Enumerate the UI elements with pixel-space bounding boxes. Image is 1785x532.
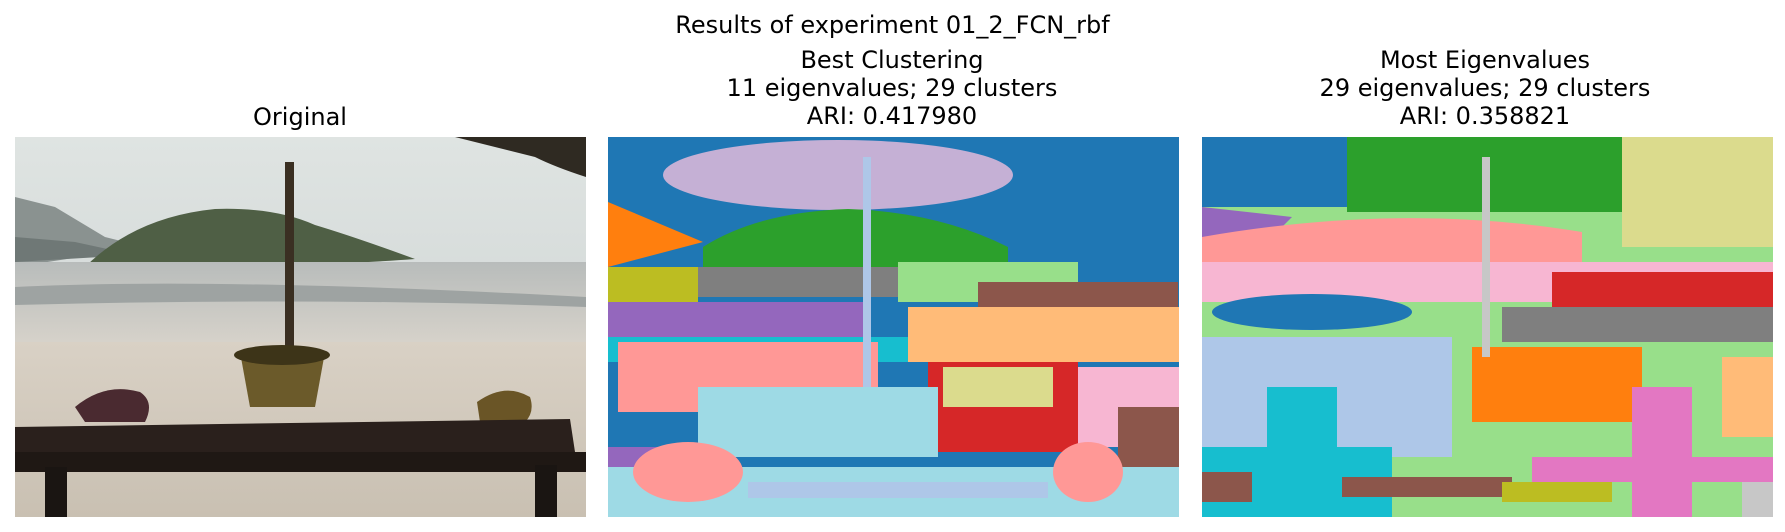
- panel-title-original: Original: [10, 103, 590, 131]
- figure-suptitle: Results of experiment 01_2_FCN_rbf: [675, 11, 1110, 39]
- title-line: Original: [253, 103, 347, 131]
- title-line: ARI: 0.417980: [806, 102, 978, 130]
- best-clustering-image: [608, 137, 1179, 517]
- panel-title-best: Best Clustering 11 eigenvalues; 29 clust…: [602, 46, 1182, 130]
- title-line: Best Clustering: [800, 46, 984, 74]
- most-eigenvalues-image: [1202, 137, 1773, 517]
- title-line: 29 eigenvalues; 29 clusters: [1319, 74, 1651, 102]
- panel-title-most: Most Eigenvalues 29 eigenvalues; 29 clus…: [1195, 46, 1775, 130]
- title-line: ARI: 0.358821: [1399, 102, 1571, 130]
- original-image: [15, 137, 586, 517]
- title-line: Most Eigenvalues: [1379, 46, 1591, 74]
- title-line: 11 eigenvalues; 29 clusters: [726, 74, 1058, 102]
